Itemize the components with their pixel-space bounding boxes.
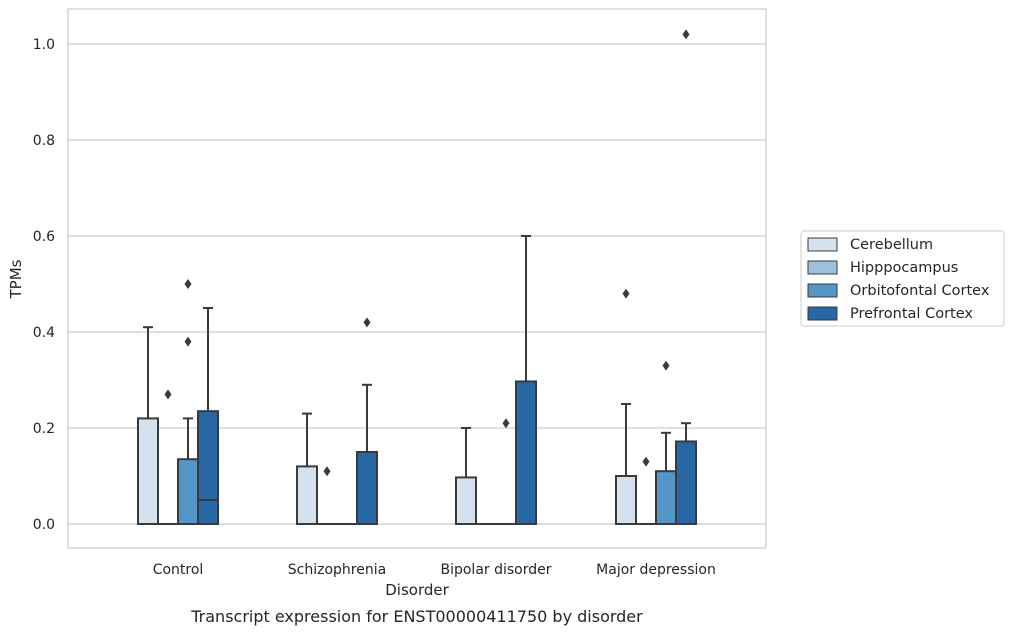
legend-frame [800, 230, 1005, 327]
x-tick-label: Major depression [596, 562, 716, 578]
y-tick-labels: 0.0 0.2 0.4 0.6 0.8 1.0 [33, 37, 55, 533]
legend-swatch [807, 260, 838, 275]
outlier-point [184, 279, 192, 289]
box [197, 410, 219, 526]
box [615, 475, 637, 525]
outlier-point [622, 288, 630, 299]
x-tick-label: Bipolar disorder [440, 562, 551, 578]
legend-label: Orbitofontal Cortex [850, 283, 990, 299]
legend: Cerebellum Hipppocampus Orbitofontal Corte… [800, 230, 1005, 327]
outlier-point [363, 317, 371, 328]
box [675, 440, 697, 525]
outlier-point [164, 389, 172, 400]
x-tick-label: Schizophrenia [288, 562, 386, 578]
outlier-point [502, 418, 510, 429]
x-axis-title: Disorder [385, 581, 449, 599]
y-tick-label: 0.0 [33, 517, 55, 533]
legend-label: Cerebellum [850, 237, 933, 253]
box [356, 451, 378, 525]
outlier-point [323, 466, 331, 477]
plot-frame [67, 8, 767, 549]
y-tick-label: 0.6 [33, 229, 55, 245]
box [455, 476, 477, 526]
outlier-point [642, 456, 650, 467]
y-tick-label: 0.4 [33, 325, 55, 341]
legend-swatch [807, 237, 838, 252]
outlier-point [662, 360, 670, 371]
y-axis-title: TPMs [7, 259, 25, 299]
y-tick-label: 0.8 [33, 133, 55, 149]
box [515, 380, 537, 525]
legend-label: Hipppocampus [850, 260, 958, 276]
y-tick-label: 1.0 [33, 37, 55, 53]
axes [67, 8, 767, 549]
box [177, 458, 199, 526]
box [655, 470, 677, 526]
outlier-point [184, 336, 192, 347]
x-tick-label: Control [153, 562, 204, 578]
legend-swatch [807, 306, 838, 321]
legend-swatch [807, 283, 838, 298]
grid-lines [68, 43, 766, 525]
y-tick-label: 0.2 [33, 421, 55, 437]
x-tick-labels: Control Schizophrenia Bipolar disorder Majo… [153, 562, 716, 578]
box [296, 465, 318, 525]
box [137, 417, 159, 525]
outlier-point [682, 29, 690, 40]
chart-caption: Transcript expression for ENST0000041175… [190, 607, 643, 626]
legend-label: Prefrontal Cortex [850, 306, 973, 322]
box-marks [137, 29, 697, 526]
